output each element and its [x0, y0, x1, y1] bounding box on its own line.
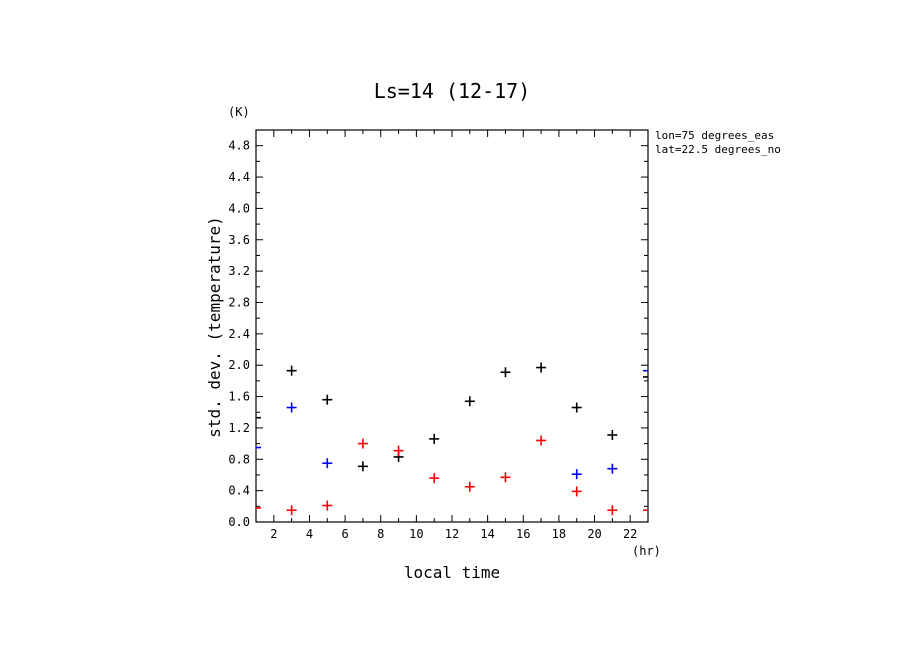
- data-point-series-2: [393, 445, 404, 456]
- y-tick-label: 0.4: [228, 484, 250, 498]
- data-point-series-0: [429, 433, 440, 444]
- data-point-series-1: [322, 458, 333, 469]
- y-tick-label: 4.0: [228, 201, 250, 215]
- x-tick-label: 6: [341, 527, 348, 541]
- annotation-lat: lat=22.5 degrees_no: [655, 143, 781, 156]
- data-point-series-2: [536, 435, 547, 446]
- data-point-series-2: [571, 486, 582, 497]
- data-point-series-2: [322, 500, 333, 511]
- y-tick-label: 4.4: [228, 170, 250, 184]
- data-point-series-0: [500, 367, 511, 378]
- y-axis-label: std. dev. (temperature): [205, 216, 224, 438]
- data-point-series-0: [357, 461, 368, 472]
- y-tick-label: 0.0: [228, 515, 250, 529]
- data-point-series-0: [322, 394, 333, 405]
- y-tick-label: 1.6: [228, 390, 250, 404]
- y-tick-label: 0.8: [228, 452, 250, 466]
- data-point-series-2: [357, 438, 368, 449]
- x-tick-label: 18: [552, 527, 566, 541]
- y-tick-label: 3.6: [228, 233, 250, 247]
- x-tick-label: 22: [623, 527, 637, 541]
- x-tick-label: 2: [270, 527, 277, 541]
- data-point-series-2: [286, 505, 297, 516]
- data-point-series-1: [607, 463, 618, 474]
- y-tick-label: 4.8: [228, 139, 250, 153]
- y-tick-label: 2.0: [228, 358, 250, 372]
- data-point-series-0: [571, 402, 582, 413]
- plot-frame: [255, 129, 649, 523]
- data-point-series-0: [607, 429, 618, 440]
- chart-title: Ls=14 (12-17): [374, 79, 531, 103]
- data-point-series-1: [571, 469, 582, 480]
- y-tick-label: 2.8: [228, 295, 250, 309]
- axes-layer: 2 4 6 8 10 12 14 16 18 20 22 0.0 0.4 0.8 1.2 1.6 2.0 2.4 2…: [228, 129, 649, 541]
- y-tick-label: 2.4: [228, 327, 250, 341]
- x-tick-label: 12: [445, 527, 459, 541]
- data-point-series-2: [464, 481, 475, 492]
- x-axis-unit: (hr): [632, 544, 661, 558]
- data-point-series-0: [286, 365, 297, 376]
- data-point-series-2: [500, 472, 511, 483]
- x-tick-label: 8: [377, 527, 384, 541]
- x-tick-label: 14: [480, 527, 494, 541]
- y-tick-label: 1.2: [228, 421, 250, 435]
- annotation-lon: lon=75 degrees_eas: [655, 129, 774, 142]
- x-tick-label: 10: [409, 527, 423, 541]
- marks-layer: [256, 362, 648, 516]
- x-axis-label: local time: [404, 563, 500, 582]
- x-tick-label: 16: [516, 527, 530, 541]
- data-point-series-0: [536, 362, 547, 373]
- x-tick-label: 4: [306, 527, 313, 541]
- y-tick-label: 3.2: [228, 264, 250, 278]
- data-point-series-1: [286, 402, 297, 413]
- data-point-series-2: [607, 505, 618, 516]
- y-axis-unit: (K): [228, 105, 250, 119]
- data-point-series-0: [464, 396, 475, 407]
- data-point-series-2: [429, 473, 440, 484]
- x-tick-label: 20: [587, 527, 601, 541]
